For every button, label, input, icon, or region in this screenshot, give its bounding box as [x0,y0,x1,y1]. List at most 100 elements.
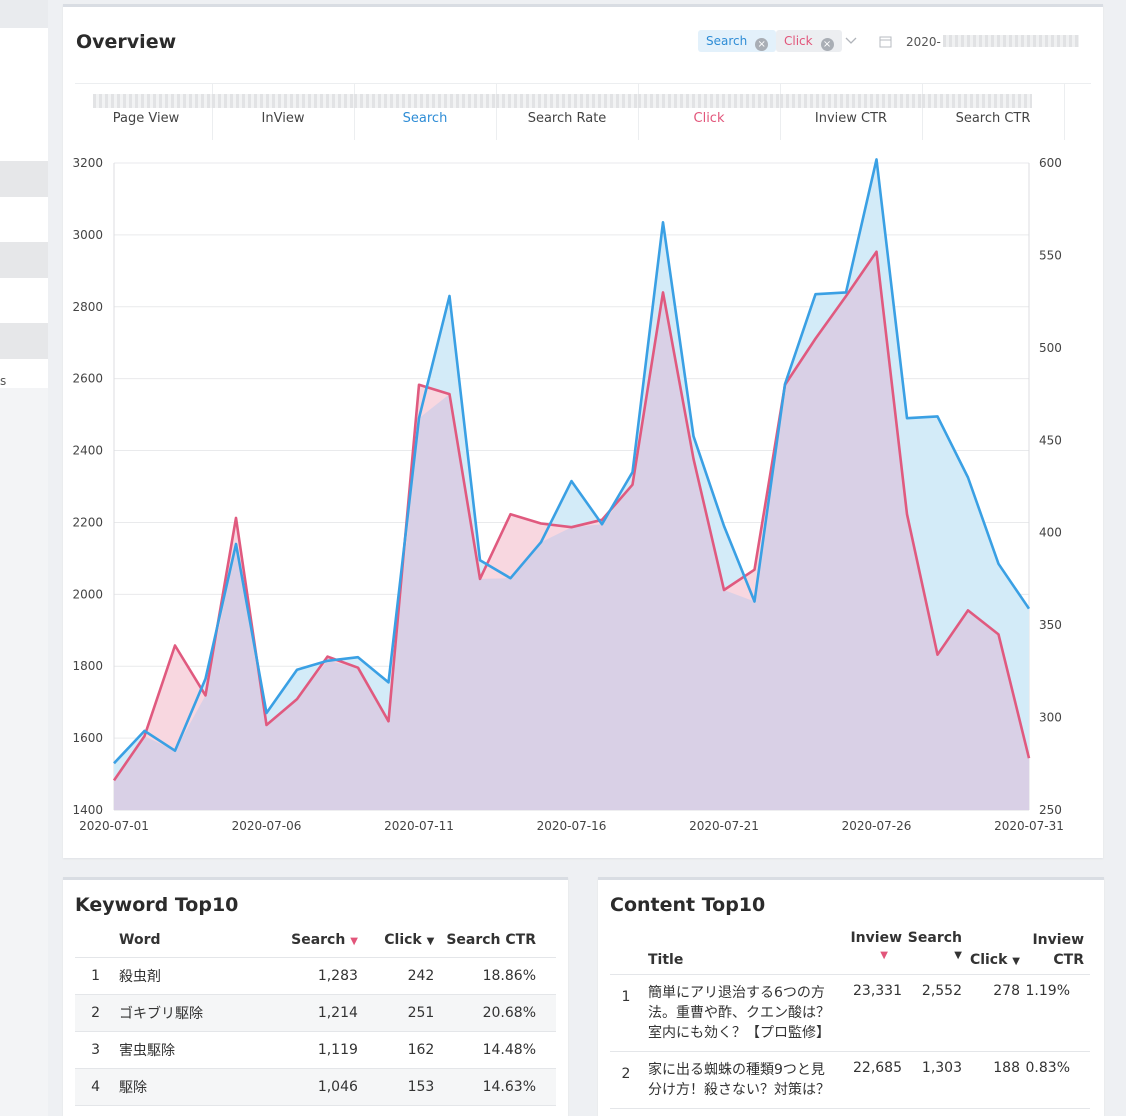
kpi-value-redacted [638,94,780,108]
ctr-cell: 0.83% [1025,1059,1070,1076]
rank-cell: 2 [621,1065,631,1082]
overview-title: Overview [76,31,177,53]
x-tick-label: 2020-07-06 [232,819,302,833]
click-cell: 126 [358,1105,435,1116]
sort-icon[interactable]: ▼ [426,936,435,948]
keyword-title: Keyword Top10 [75,894,239,916]
click-cell: 153 [407,1078,435,1095]
rank-cell: 2 [91,1004,100,1021]
table-row[interactable]: 2 家に出る蜘蛛の種類9つと見分け方！殺さない？対策は？ 22,685 1,303 18… [610,1051,1090,1108]
kpi-row: Page View InView Search Search Rate Clic… [75,83,1091,140]
kpi-label: Page View [112,111,180,126]
inview-sort-header[interactable]: Inview ▼ [842,928,902,974]
kpi-value-redacted [922,94,1032,108]
kpi-value-redacted [93,94,217,108]
table-row[interactable]: 5クロアリ68712618.34% [75,1105,556,1116]
y-right-tick-label: 600 [1039,156,1062,170]
inview-cell: 22,685 [853,1059,902,1076]
column-label: CTR [1053,952,1084,968]
divider [922,84,923,140]
chevron-down-icon[interactable] [845,36,857,46]
x-tick-label: 2020-07-31 [994,819,1064,833]
y-left-tick-label: 2800 [72,300,103,314]
kpi-click[interactable]: Click [638,84,780,140]
column-label: Inview [850,930,902,946]
y-right-tick-label: 450 [1039,433,1062,447]
inview-cell: 20,117 [842,1108,902,1116]
ctr-cell: 14.48% [482,1041,536,1058]
click-sort-header[interactable]: Click ▼ [962,928,1020,974]
kpi-inview-ctr[interactable]: Inview CTR [780,84,922,140]
click-sort-header[interactable]: Click ▼ [358,924,434,957]
content-title-cell[interactable]: 簡単にアリ退治する6つの方法。重曹や酢、クエン酸は？室内にも効く？【プロ監修】 [648,984,830,1041]
sidebar-item-label[interactable]: s [0,374,7,388]
rank-cell: 4 [91,1078,100,1095]
filter-chip-search[interactable]: Search × [698,30,777,52]
divider [212,84,213,140]
overview-card: Overview Search × Click × 2020- Page View … [63,4,1103,858]
kpi-page-view[interactable]: Page View [75,84,217,140]
title-header: Title [648,951,684,968]
word-cell[interactable]: 害虫駆除 [119,1042,176,1059]
search-cell: 1,214 [317,1004,358,1021]
overview-chart[interactable]: 1400 1600 1800 2000 2200 2400 2600 2800 3000 3200… [63,7,1103,861]
ctr-cell: 1.19% [1025,982,1070,999]
table-row[interactable]: 2 ゴキブリ駆除 1,214 251 20.68% [75,994,556,1031]
y-left-tick-label: 2600 [72,372,103,386]
table-row[interactable]: 3 害虫駆除 1,119 162 14.48% [75,1031,556,1068]
calendar-icon[interactable] [879,35,892,48]
remove-filter-icon[interactable]: × [820,38,834,51]
click-cell: 278 [993,982,1020,999]
content-title-cell[interactable]: 家に出る蜘蛛の種類9つと見分け方！殺さない？対策は？ [648,1061,830,1098]
remove-filter-icon[interactable]: × [755,38,769,51]
series-line-search [113,158,1031,765]
sidebar-item[interactable] [0,323,48,359]
y-left-tick-label: 1400 [72,803,103,817]
click-cell: 188 [993,1059,1020,1076]
kpi-search-ctr[interactable]: Search CTR [922,84,1064,140]
filter-chip-click[interactable]: Click × [776,30,842,52]
y-right-tick-label: 400 [1039,526,1062,540]
y-left-tick-label: 3200 [72,156,103,170]
y-right-tick-label: 500 [1039,341,1062,355]
date-range-picker[interactable]: 2020- [906,35,1079,49]
table-row[interactable]: 3湿気を取る簡単ですぐできる20,1171,5522101.04% [610,1108,1090,1116]
word-cell[interactable]: ゴキブリ駆除 [119,1005,204,1022]
content-title-cell[interactable]: 湿気を取る簡単ですぐできる [642,1108,842,1116]
search-cell: 687 [236,1105,358,1116]
table-row[interactable]: 4 駆除 1,046 153 14.63% [75,1068,556,1105]
sidebar-item[interactable] [0,161,48,197]
kpi-search-rate[interactable]: Search Rate [496,84,638,140]
table-row[interactable]: 1 簡単にアリ退治する6つの方法。重曹や酢、クエン酸は？室内にも効く？【プロ監修】… [610,974,1090,1051]
search-sort-header[interactable]: Search ▼ [902,928,962,974]
content-title: Content Top10 [610,894,766,916]
sort-desc-icon[interactable]: ▼ [880,950,888,961]
sidebar-item[interactable] [0,242,48,278]
content-top10-card: Content Top10 Title Inview ▼ Search ▼ Clic… [598,877,1104,1116]
kpi-search[interactable]: Search [354,84,496,140]
x-tick-label: 2020-07-01 [79,819,149,833]
word-cell[interactable]: 殺虫剤 [119,968,162,985]
y-left-tick-label: 2000 [72,587,103,601]
click-cell: 251 [407,1004,435,1021]
rank-header [610,928,642,974]
search-sort-header[interactable]: Search ▼ [236,924,358,957]
word-cell[interactable]: クロアリ [116,1105,236,1116]
kpi-inview[interactable]: InView [212,84,354,140]
rank-header [75,924,116,957]
table-row[interactable]: 1 殺虫剤 1,283 242 18.86% [75,957,556,994]
y-left-tick-label: 1800 [72,659,103,673]
filter-chip-label: Click [784,34,813,48]
word-cell[interactable]: 駆除 [119,1079,148,1096]
sort-icon[interactable]: ▼ [1012,955,1020,967]
sort-desc-icon[interactable]: ▼ [350,936,358,948]
rank-cell: 1 [91,967,100,984]
date-range-redacted [942,35,1079,47]
sort-icon[interactable]: ▼ [954,950,962,961]
x-tick-label: 2020-07-11 [384,819,454,833]
kpi-value-redacted [212,94,354,108]
search-cell: 1,283 [317,967,358,984]
divider [780,84,781,140]
ctr-cell: 14.63% [482,1078,536,1095]
kpi-label: Search CTR [955,111,1031,126]
